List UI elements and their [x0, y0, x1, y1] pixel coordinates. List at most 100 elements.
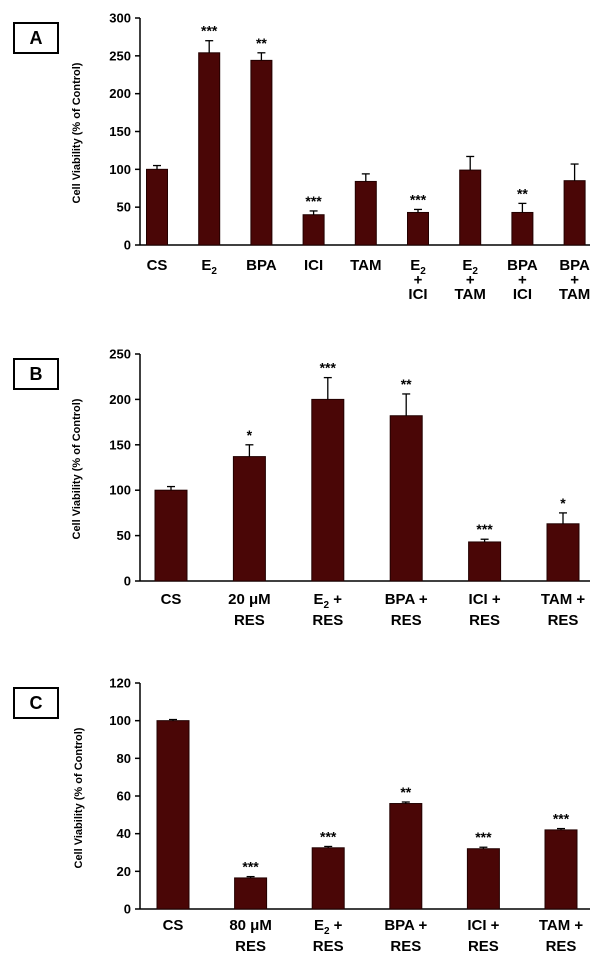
significance-label: **	[517, 185, 528, 201]
significance-label: **	[401, 376, 412, 392]
bar	[156, 720, 190, 910]
panel-label-a: A	[13, 22, 59, 54]
category-label: ICI + RES	[469, 591, 501, 629]
category-label: 80 μM RES	[229, 917, 272, 955]
significance-label: *	[560, 495, 566, 511]
bar	[302, 214, 325, 246]
category-label: E2+ ICI	[408, 257, 427, 303]
category-label: ICI + RES	[467, 917, 499, 955]
panel-label-a-text: A	[29, 27, 43, 48]
significance-label: ***	[320, 828, 337, 844]
error-bar	[466, 155, 475, 171]
bar	[459, 169, 482, 246]
error-bar	[205, 40, 214, 53]
bar	[311, 847, 345, 910]
panel-label-b-text: B	[29, 363, 43, 384]
bar	[407, 211, 429, 246]
error-bar	[245, 444, 254, 457]
error-bar	[257, 52, 266, 61]
panel-b: B 0 50 100 150 200 250 Cell Viability (% of Co…	[0, 340, 590, 650]
bar	[154, 489, 188, 582]
bar	[389, 415, 423, 582]
category-label: CS	[161, 591, 182, 608]
y-tick-label: 80	[117, 751, 131, 766]
panel-a: A 0 50 100 150 200 250 300 Cell Viability (% of…	[0, 0, 590, 320]
significance-label: ***	[242, 859, 259, 875]
bar	[234, 877, 268, 910]
category-label: BPA	[246, 257, 277, 274]
category-label: E2 + RES	[313, 917, 344, 955]
bar	[468, 541, 502, 582]
error-bar	[324, 845, 333, 848]
bar	[198, 52, 221, 246]
significance-label: ***	[476, 521, 493, 537]
y-tick-label: 0	[124, 574, 131, 589]
bar	[389, 803, 423, 910]
y-tick-label: 120	[109, 676, 131, 691]
significance-label: ***	[201, 23, 218, 39]
error-bar	[480, 538, 489, 542]
category-label: BPA + ICI	[507, 257, 538, 303]
error-bar	[169, 718, 177, 721]
y-tick-label: 300	[109, 11, 131, 26]
category-label: TAM	[350, 257, 381, 274]
bar	[354, 180, 377, 246]
category-label: TAM + RES	[539, 917, 584, 955]
y-tick-label: 250	[109, 48, 131, 63]
y-axis-label: Cell Viability (% of Control)	[71, 62, 83, 203]
error-bar	[414, 208, 422, 213]
panel-label-c: C	[13, 687, 59, 719]
y-tick-label: 20	[117, 864, 131, 879]
bar	[250, 59, 273, 246]
bar-chart-b: 0 50 100 150 200 250 Cell Viability (% of Cont…	[71, 347, 590, 629]
bar	[511, 211, 534, 246]
significance-label: ***	[410, 191, 427, 207]
category-label: CS	[147, 257, 168, 274]
y-tick-label: 0	[124, 902, 131, 917]
error-bar	[167, 485, 175, 491]
category-label: BPA + RES	[385, 591, 428, 629]
error-bar	[401, 801, 410, 804]
significance-label: *	[247, 427, 253, 443]
error-bar	[479, 846, 488, 849]
category-label: TAM + RES	[541, 591, 586, 629]
panel-c: C 0 20 40 60 80 100 120 Cell Viability (% of Co…	[0, 670, 590, 960]
error-bar	[323, 376, 332, 400]
y-tick-label: 50	[117, 200, 131, 215]
y-tick-label: 100	[109, 713, 131, 728]
y-tick-label: 100	[109, 162, 131, 177]
significance-label: ***	[320, 360, 337, 376]
panel-label-b: B	[13, 358, 59, 390]
error-bar	[402, 393, 411, 416]
y-tick-label: 0	[124, 238, 131, 253]
error-bar	[309, 210, 318, 215]
error-bar	[246, 875, 255, 878]
error-bar	[518, 202, 527, 213]
y-tick-label: 250	[109, 347, 131, 362]
significance-label: ***	[475, 829, 492, 845]
category-label: BPA + TAM	[559, 257, 590, 303]
bar-chart-c: 0 20 40 60 80 100 120 Cell Viability (% of Cont…	[73, 676, 590, 955]
significance-label: ***	[553, 811, 570, 827]
category-label: 20 μM RES	[228, 591, 271, 629]
category-label: ICI	[304, 257, 323, 274]
error-bar	[361, 173, 370, 182]
y-axis-label: Cell Viability (% of Control)	[71, 398, 83, 539]
error-bar	[153, 164, 161, 170]
panel-label-c-text: C	[29, 692, 43, 713]
category-label: E2+ TAM	[455, 257, 486, 303]
error-bar	[559, 512, 567, 524]
y-tick-label: 150	[109, 437, 131, 452]
bar	[544, 829, 578, 910]
bar	[466, 848, 500, 910]
significance-label: **	[400, 784, 411, 800]
category-label: BPA + RES	[384, 917, 427, 955]
bar	[146, 168, 168, 246]
y-axis-label: Cell Viability (% of Control)	[73, 727, 85, 868]
y-tick-label: 60	[117, 789, 131, 804]
bar	[563, 180, 586, 246]
error-bar	[570, 163, 579, 181]
significance-label: **	[256, 35, 267, 51]
y-tick-label: 150	[109, 124, 131, 139]
category-label: E2 + RES	[312, 591, 343, 629]
